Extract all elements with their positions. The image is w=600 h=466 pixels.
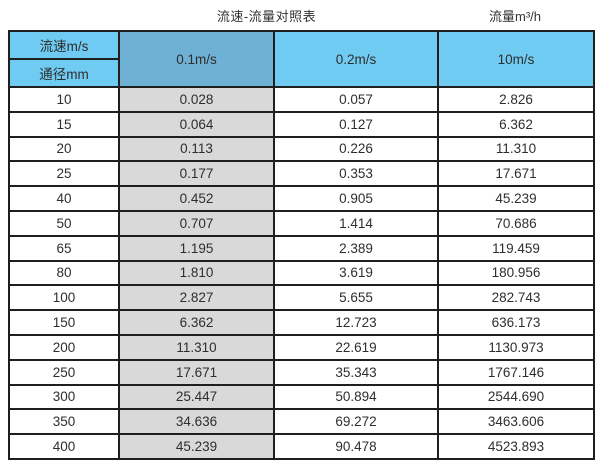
flow-value-cell: 0.226 [273,135,439,163]
flow-value-cell: 0.113 [118,135,275,163]
table-row: 10 0.028 0.057 2.826 [8,86,595,113]
flow-value-cell: 0.064 [118,110,275,138]
flow-value-cell: 50.894 [273,383,439,411]
table-body: 10 0.028 0.057 2.826 15 0.064 0.127 6.362 20 0.11… [8,86,595,460]
diameter-cell: 300 [8,383,120,411]
diameter-cell: 400 [8,433,120,460]
flow-value-cell: 0.905 [273,185,439,212]
flow-value-cell: 5.655 [273,284,439,312]
flow-value-cell: 0.452 [118,185,275,212]
diameter-cell: 65 [8,234,120,262]
table-row: 250 17.671 35.343 1767.146 [8,358,595,386]
flow-value-cell: 2.389 [273,234,439,262]
flow-value-cell: 45.239 [437,185,595,212]
table-row: 65 1.195 2.389 119.459 [8,234,595,262]
flow-value-cell: 1.195 [118,234,275,262]
table-row: 80 1.810 3.619 180.956 [8,259,595,287]
flow-value-cell: 11.310 [437,135,595,163]
table-row: 150 6.362 12.723 636.173 [8,309,595,336]
diameter-cell: 250 [8,358,120,386]
flow-value-cell: 2.827 [118,284,275,312]
flow-value-cell: 1.810 [118,259,275,287]
flow-value-cell: 1.414 [273,209,439,237]
flow-value-cell: 119.459 [437,234,595,262]
diameter-cell: 15 [8,110,120,138]
diameter-cell: 10 [8,86,120,113]
diameter-cell: 50 [8,209,120,237]
flow-value-cell: 1130.973 [437,333,595,361]
flow-value-cell: 3463.606 [437,408,595,436]
flow-value-cell: 25.447 [118,383,275,411]
diameter-cell: 25 [8,160,120,188]
diameter-cell: 150 [8,309,120,336]
table-row: 25 0.177 0.353 17.671 [8,160,595,188]
table-row: 300 25.447 50.894 2544.690 [8,383,595,411]
diameter-cell: 200 [8,333,120,361]
corner-velocity-label: 流速m/s [8,30,120,60]
flow-value-cell: 0.127 [273,110,439,138]
header-row-diameter: 通径mm [8,58,594,88]
flow-value-cell: 2544.690 [437,383,595,411]
page-title: 流速-流量对照表 [216,9,317,24]
flow-value-cell: 12.723 [273,309,439,336]
flow-value-cell: 1767.146 [437,358,595,386]
flow-value-cell: 35.343 [273,358,439,386]
corner-diameter-label: 通径mm [8,58,120,88]
flow-value-cell: 636.173 [437,309,595,336]
flow-value-cell: 282.743 [437,284,595,312]
table-row: 100 2.827 5.655 282.743 [8,284,595,312]
flow-value-cell: 180.956 [437,259,595,287]
diameter-cell: 40 [8,185,120,212]
table-row: 50 0.707 1.414 70.686 [8,209,595,237]
flow-value-cell: 90.478 [273,433,439,460]
diameter-cell: 350 [8,408,120,436]
diameter-cell: 80 [8,259,120,287]
flow-value-cell: 17.671 [118,358,275,386]
flow-value-cell: 0.707 [118,209,275,237]
table-row: 400 45.239 90.478 4523.893 [8,433,595,460]
flow-value-cell: 0.028 [118,86,275,113]
diameter-cell: 20 [8,135,120,163]
flow-value-cell: 2.826 [437,86,595,113]
table-row: 15 0.064 0.127 6.362 [8,110,595,138]
header-row-velocity: 流速m/s 0.1m/s 0.2m/s 10m/s [8,30,595,88]
header-col-10ms: 10m/s [437,30,595,88]
flow-comparison-table: 流速m/s 0.1m/s 0.2m/s 10m/s 通径mm 10 0.028 0.… [8,30,595,460]
table-row: 350 34.636 69.272 3463.606 [8,408,595,436]
flow-value-cell: 17.671 [437,160,595,188]
flow-value-cell: 0.057 [273,86,439,113]
diameter-cell: 100 [8,284,120,312]
flow-value-cell: 3.619 [273,259,439,287]
table-row: 20 0.113 0.226 11.310 [8,135,595,163]
header-col-0-2ms: 0.2m/s [273,30,439,88]
table-row: 200 11.310 22.619 1130.973 [8,333,595,361]
header-col-0-1ms: 0.1m/s [118,30,275,88]
flow-value-cell: 4523.893 [437,433,595,460]
flow-value-cell: 0.353 [273,160,439,188]
flow-value-cell: 69.272 [273,408,439,436]
table-row: 40 0.452 0.905 45.239 [8,185,595,212]
flow-value-cell: 70.686 [437,209,595,237]
flow-value-cell: 6.362 [118,309,275,336]
flow-value-cell: 6.362 [437,110,595,138]
flow-value-cell: 45.239 [118,433,275,460]
flow-value-cell: 0.177 [118,160,275,188]
flow-value-cell: 34.636 [118,408,275,436]
flow-value-cell: 22.619 [273,333,439,361]
table-header: 流速m/s 0.1m/s 0.2m/s 10m/s 通径mm [8,30,595,88]
flow-unit-label: 流量m³/h [489,9,542,24]
flow-value-cell: 11.310 [118,333,275,361]
